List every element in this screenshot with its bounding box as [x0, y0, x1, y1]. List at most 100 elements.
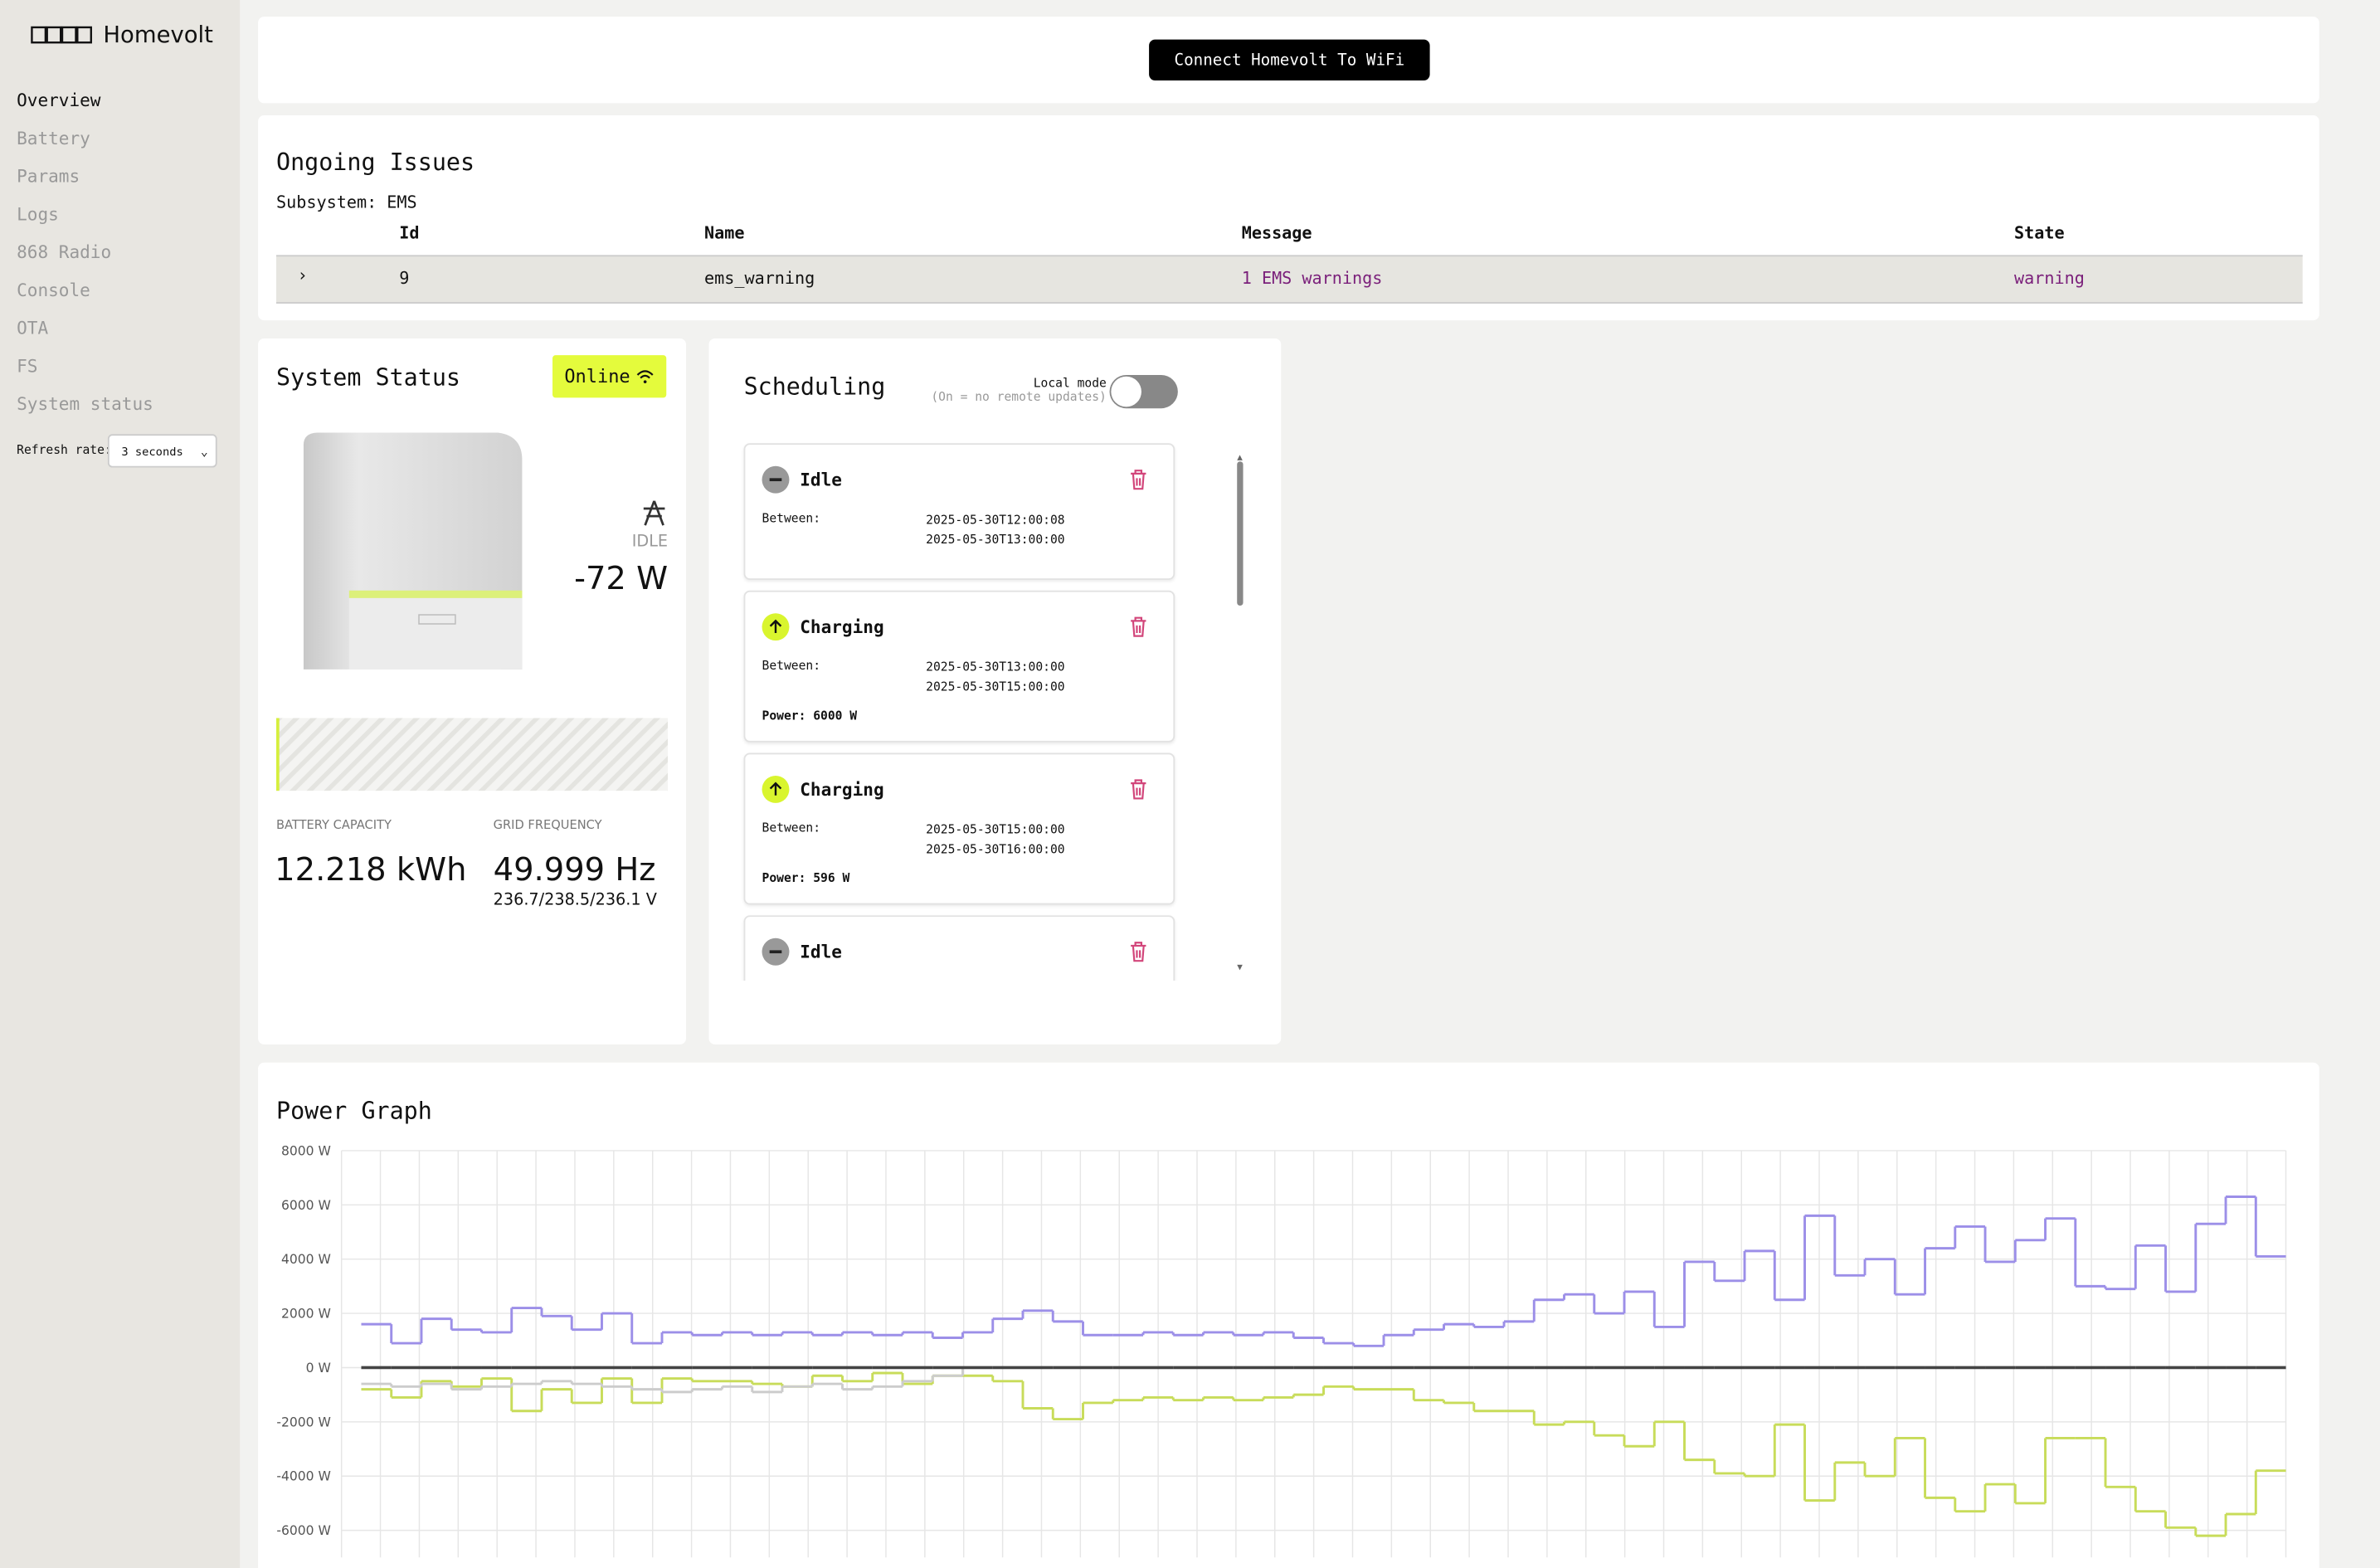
cell: 9 — [399, 268, 410, 289]
between-label: Between: — [762, 659, 821, 673]
schedule-item[interactable]: Charging Between: 2025-05-30T13:00:00 20… — [743, 590, 1175, 743]
delete-icon[interactable] — [1129, 779, 1147, 801]
nav-item[interactable]: FS — [17, 355, 38, 377]
nav-item[interactable]: Overview — [17, 89, 101, 111]
refresh-select[interactable]: 3 seconds ⌄ — [107, 434, 217, 468]
delete-icon[interactable] — [1129, 616, 1147, 638]
cell: ems_warning — [703, 268, 815, 289]
local-mode-label: Local mode — [1033, 376, 1107, 391]
y-tick-label: -6000 W — [276, 1523, 331, 1538]
toggle-knob — [1111, 376, 1141, 407]
issues-title: Ongoing Issues — [276, 149, 475, 177]
badge-text: Online — [564, 365, 630, 387]
scroll-thumb[interactable] — [1237, 461, 1244, 606]
end: 2025-05-30T15:00:00 — [926, 679, 1065, 694]
brand-name: Homevolt — [103, 21, 213, 49]
frequency: 49.999 Hz — [493, 851, 656, 889]
idle-icon — [762, 465, 790, 494]
refresh-label: Refresh rate: — [17, 443, 112, 457]
end: 2025-05-30T16:00:00 — [926, 842, 1065, 856]
local-mode-toggle[interactable] — [1109, 374, 1178, 409]
cell: warning — [2014, 268, 2085, 289]
y-tick-label: -4000 W — [276, 1469, 331, 1484]
y-tick-label: -2000 W — [276, 1415, 331, 1429]
power: Power: 6000 W — [762, 709, 858, 723]
battery-image — [303, 432, 523, 670]
start: 2025-05-30T13:00:00 — [926, 660, 1065, 674]
issues-card: Ongoing Issues Subsystem: EMS Id Name Me… — [258, 115, 2319, 321]
scheduling-title: Scheduling — [743, 373, 886, 402]
idle-icon — [762, 937, 790, 966]
between-label: Between: — [762, 511, 821, 526]
y-tick-label: 2000 W — [281, 1307, 331, 1322]
capacity: 12.218 kWh — [275, 851, 467, 889]
dash — [769, 478, 782, 481]
start: 2025-05-30T12:00:08 — [926, 513, 1065, 527]
schedule-list: Idle Between: 2025-05-30T12:00:08 2025-0… — [0, 434, 1282, 981]
logo — [31, 26, 92, 44]
frequency-label: GRID FREQUENCY — [493, 818, 602, 832]
step-risers — [390, 1367, 964, 1392]
chevron: ⌄ — [200, 444, 208, 458]
delete-icon[interactable] — [1129, 469, 1147, 490]
charge-bar — [276, 718, 669, 791]
start: 2025-05-30T15:00:00 — [926, 822, 1065, 837]
local-mode-hint: (On = no remote updates) — [931, 390, 1107, 404]
arrow — [769, 619, 782, 633]
status: Charging — [800, 778, 884, 801]
status: Idle — [800, 469, 842, 490]
expand[interactable]: › — [297, 265, 308, 285]
schedule-item[interactable]: Idle Between: 2025-05-30T12:00:08 2025-0… — [743, 443, 1175, 580]
wifi-card: Connect Homevolt To WiFi — [258, 17, 2319, 104]
scroll-up[interactable]: ▲ — [1237, 452, 1243, 464]
end: 2025-05-30T13:00:00 — [926, 533, 1065, 547]
capacity-label: BATTERY CAPACITY — [276, 818, 392, 832]
charging-icon — [762, 775, 790, 803]
nav-item[interactable]: Battery — [17, 127, 90, 149]
schedule-item[interactable]: Idle — [743, 915, 1175, 981]
nav-item[interactable]: System status — [17, 392, 153, 415]
sidebar: Homevolt Overview Battery Params Logs 86… — [0, 0, 241, 1568]
step-risers — [390, 1196, 2257, 1346]
system-status-title: System Status — [276, 364, 461, 392]
power-graph-card: Power Graph 8000 W 6000 W 4000 W 2000 W 0 W -… — [258, 1062, 2319, 1568]
column-header: Message — [1241, 222, 1312, 243]
system-status-card: System Status Online IDLE -72 W BATTERY … — [258, 338, 687, 1045]
wifi-icon — [637, 370, 654, 384]
schedule-item[interactable]: Charging Between: 2025-05-30T15:00:00 20… — [743, 752, 1175, 905]
cell: 1 EMS warnings — [1241, 268, 1383, 289]
y-tick-label: 4000 W — [281, 1252, 331, 1267]
y-tick-label: 6000 W — [281, 1198, 331, 1213]
brand: Homevolt — [31, 22, 213, 49]
scrollbar[interactable]: ▲ ▼ — [1235, 452, 1244, 973]
chart: 8000 W 6000 W 4000 W 2000 W 0 W -2000 W -4000 … — [276, 1143, 2287, 1558]
delete-icon[interactable] — [1129, 941, 1147, 962]
state: IDLE — [631, 533, 669, 552]
status: Idle — [800, 941, 842, 963]
column-header: Id — [399, 222, 420, 243]
dash — [769, 950, 782, 953]
connect-button[interactable]: Connect Homevolt To WiFi — [1149, 39, 1430, 80]
power: -72 W — [574, 560, 669, 597]
nav-item[interactable]: Logs — [17, 203, 59, 225]
nav-item[interactable]: Params — [17, 165, 80, 187]
nav-item[interactable]: OTA — [17, 317, 49, 339]
grid-icon — [643, 500, 665, 526]
column-header: Name — [703, 222, 745, 243]
status: Charging — [800, 616, 884, 638]
arrow — [769, 782, 782, 796]
scroll-down[interactable]: ▼ — [1237, 962, 1243, 973]
voltages: 236.7/238.5/236.1 V — [493, 891, 657, 910]
nav-item[interactable]: 868 Radio — [17, 241, 112, 263]
online-badge: Online — [552, 355, 667, 398]
y-tick-label: 0 W — [306, 1361, 331, 1376]
issue-row[interactable]: › 9 ems_warning 1 EMS warnings warning — [276, 255, 2303, 304]
power: Power: 596 W — [762, 871, 850, 885]
nav-item[interactable]: Console — [17, 279, 90, 301]
refresh-value: 3 seconds — [121, 444, 183, 458]
subsystem: Subsystem: EMS — [276, 192, 417, 213]
chart-title: Power Graph — [276, 1097, 432, 1125]
column-header: State — [2014, 222, 2065, 243]
